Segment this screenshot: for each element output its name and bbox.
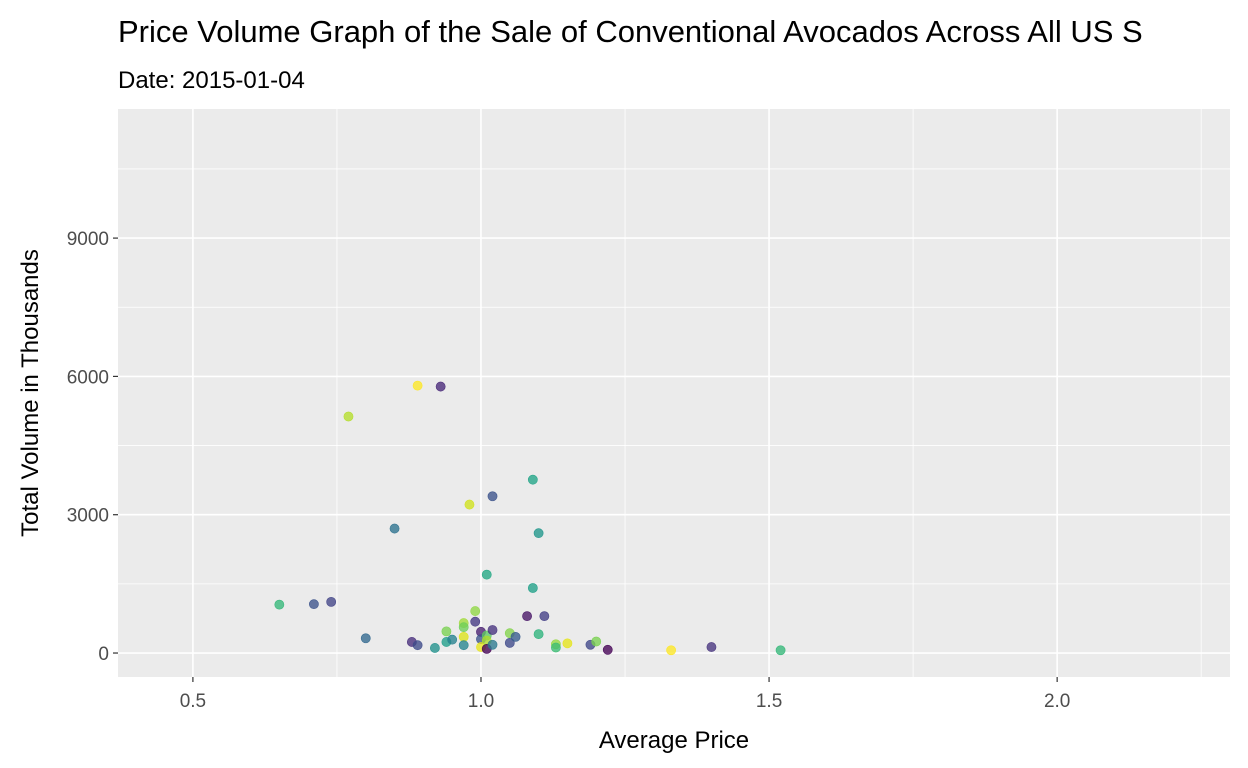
data-point <box>470 616 481 627</box>
data-point <box>429 643 440 653</box>
data-point <box>389 523 400 534</box>
data-point <box>458 640 469 651</box>
data-point <box>706 642 717 652</box>
chart-title: Price Volume Graph of the Sale of Conven… <box>118 14 1143 49</box>
data-point <box>487 625 498 635</box>
data-point <box>412 380 423 391</box>
y-tick-label: 6000 <box>67 367 109 388</box>
data-point <box>602 644 613 655</box>
data-point <box>481 569 492 580</box>
data-point <box>308 599 319 610</box>
data-point <box>360 633 371 644</box>
axes: 0.5 1.0 1.5 2.0 0 3000 6000 9000 <box>67 229 1071 712</box>
plot-panel <box>118 109 1230 677</box>
data-point <box>274 599 285 610</box>
data-point <box>522 611 532 622</box>
data-point <box>464 499 475 510</box>
data-point <box>539 611 550 622</box>
chart-subtitle: Date: 2015-01-04 <box>118 67 305 94</box>
data-point <box>441 626 452 637</box>
data-point <box>591 636 602 647</box>
x-tick-label: 1.5 <box>756 691 782 712</box>
data-point <box>447 634 458 645</box>
data-point <box>458 622 469 633</box>
y-axis-title: Total Volume in Thousands <box>17 249 44 537</box>
data-point <box>326 596 337 607</box>
x-tick-label: 1.0 <box>468 691 494 712</box>
data-point <box>527 474 538 485</box>
data-point <box>435 381 446 392</box>
y-tick-label: 0 <box>98 644 109 665</box>
x-axis-title: Average Price <box>599 727 749 754</box>
data-point <box>487 491 498 502</box>
data-point <box>458 631 469 642</box>
data-point <box>775 645 786 656</box>
y-tick-label: 9000 <box>67 229 109 250</box>
data-point <box>510 631 521 642</box>
data-point <box>562 638 573 649</box>
data-point <box>470 606 481 616</box>
data-point <box>533 528 544 539</box>
y-tick-label: 3000 <box>67 506 109 527</box>
data-point <box>527 583 538 593</box>
data-point <box>533 629 544 640</box>
x-tick-label: 0.5 <box>180 691 206 712</box>
data-point <box>550 642 561 653</box>
data-point <box>412 640 423 651</box>
x-tick-label: 2.0 <box>1044 691 1070 712</box>
data-point <box>504 637 515 648</box>
data-points <box>274 380 786 656</box>
data-point <box>487 639 498 650</box>
data-point <box>666 645 677 656</box>
data-point <box>343 411 354 422</box>
